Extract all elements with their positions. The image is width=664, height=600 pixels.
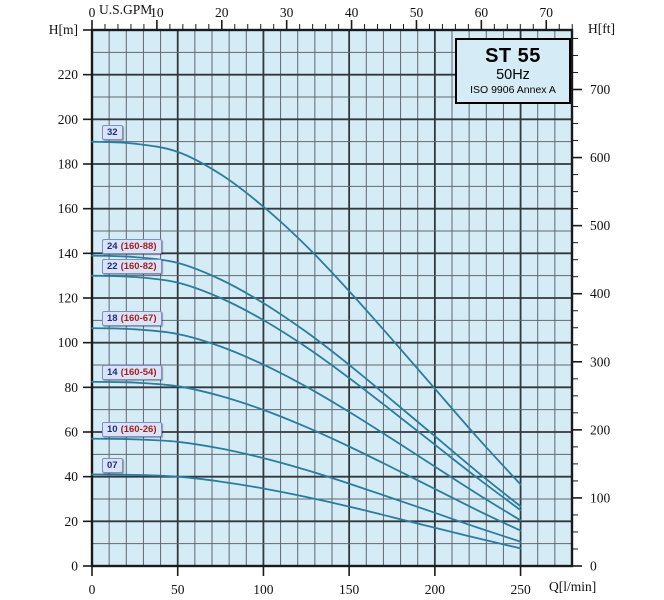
left-axis-tick-label: 60 [65,425,79,440]
top-axis-tick-label: 10 [150,5,164,20]
left-axis-tick-label: 0 [71,559,78,574]
curve-stage-count: 07 [107,460,118,471]
standard-label: ISO 9906 Annex A [470,84,556,96]
bottom-axis-tick-label: 200 [425,582,446,597]
bottom-axis-tick-label: 150 [339,582,360,597]
left-axis-tick-label: 40 [65,469,79,484]
curve-32 [91,140,522,486]
frequency-label: 50Hz [496,67,530,83]
curve-model-code: (160-88) [120,241,157,252]
curve-14 [91,380,522,532]
curve-model-code: (160-54) [120,367,157,378]
bottom-axis-tick-label: 0 [89,582,96,597]
curve-stage-count: 32 [107,127,118,138]
left-axis-tick-label: 200 [58,112,79,127]
right-axis-unit-label: H[ft] [588,21,615,36]
top-axis-tick-label: 20 [215,5,229,20]
left-axis-tick-label: 180 [58,157,79,172]
curve-label-10: 10 (160-26) [102,422,162,437]
right-axis-tick-label: 0 [590,559,597,574]
right-axis-tick-label: 500 [590,218,611,233]
left-axis-tick-label: 80 [65,380,79,395]
curve-07 [91,473,522,550]
top-axis-tick-label: 30 [280,5,294,20]
curve-stage-count: 18 [107,313,118,324]
top-axis-tick-label: 60 [475,5,489,20]
curve-24 [91,254,522,508]
curve-stage-count: 14 [107,367,118,378]
curve-10 [91,437,522,543]
curve-22 [91,274,522,512]
left-axis-tick-label: 160 [58,201,79,216]
curve-label-24: 24 (160-88) [102,239,162,254]
curve-stage-count: 10 [107,424,118,435]
left-axis-tick-label: 100 [58,335,79,350]
left-axis-tick-label: 120 [58,291,79,306]
curve-stage-count: 22 [107,261,118,272]
bottom-axis-tick-label: 50 [171,582,185,597]
right-axis-tick-label: 400 [590,286,611,301]
curve-label-18: 18 (160-67) [102,311,162,326]
curve-label-32: 32 [102,125,123,140]
right-axis-tick-label: 200 [590,422,611,437]
bottom-axis-unit-label: Q[l/min] [549,579,597,594]
right-axis-tick-label: 100 [590,490,611,505]
curve-label-07: 07 [102,458,123,473]
top-axis-tick-label: 40 [345,5,359,20]
curve-model-code: (160-82) [120,261,157,272]
bottom-axis-tick-label: 100 [253,582,274,597]
curve-label-14: 14 (160-54) [102,365,162,380]
left-axis-tick-label: 140 [58,246,79,261]
top-axis-tick-label: 0 [89,5,96,20]
left-axis-tick-label: 20 [65,514,79,529]
chart-title-box: ST 55 50Hz ISO 9906 Annex A [455,38,571,104]
curve-model-code: (160-67) [120,313,157,324]
curve-stage-count: 24 [107,241,118,252]
right-axis-tick-label: 700 [590,82,611,97]
curve-18 [91,327,522,522]
top-axis-tick-label: 50 [410,5,424,20]
left-axis-tick-label: 220 [58,67,79,82]
top-axis-unit-label: U.S.GPM [99,2,153,17]
curve-label-22: 22 (160-82) [102,259,162,274]
left-axis-unit-label: H[m] [48,22,78,37]
curve-model-code: (160-26) [120,424,157,435]
right-axis-tick-label: 300 [590,354,611,369]
pump-model-label: ST 55 [485,45,541,67]
right-axis-tick-label: 600 [590,150,611,165]
top-axis-tick-label: 70 [539,5,553,20]
bottom-axis-tick-label: 250 [510,582,531,597]
